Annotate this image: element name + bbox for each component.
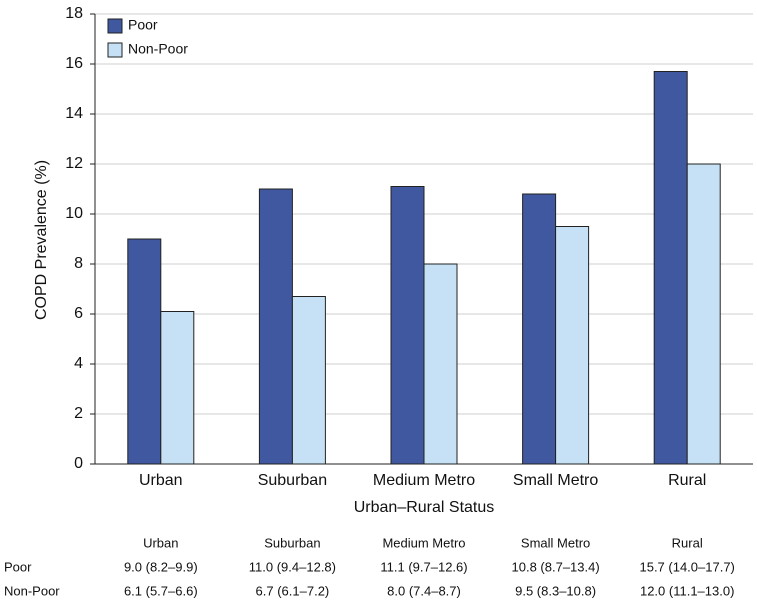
table-header: Small Metro <box>521 535 590 550</box>
y-tick-label: 18 <box>65 5 83 22</box>
table-header: Medium Metro <box>382 535 465 550</box>
legend-label: Poor <box>128 17 158 33</box>
y-tick-label: 8 <box>74 255 83 272</box>
y-tick-label: 0 <box>74 455 83 472</box>
bar <box>160 311 195 465</box>
x-tick-label: Small Metro <box>513 472 598 489</box>
y-tick-label: 10 <box>65 205 83 222</box>
legend-label: Non-Poor <box>128 41 188 57</box>
bar <box>258 188 293 465</box>
row-label: Poor <box>4 559 32 574</box>
y-tick-label: 6 <box>74 305 83 322</box>
y-tick-label: 12 <box>65 155 83 172</box>
bar <box>423 263 458 465</box>
x-tick-label: Medium Metro <box>373 472 475 489</box>
x-tick-label: Suburban <box>258 472 327 489</box>
table-header: Suburban <box>264 535 320 550</box>
bar <box>555 226 590 465</box>
table-cell: 6.7 (6.1–7.2) <box>256 583 330 598</box>
table-cell: 6.1 (5.7–6.6) <box>124 583 198 598</box>
bar <box>127 238 162 465</box>
table-cell: 8.0 (7.4–8.7) <box>387 583 461 598</box>
bar <box>653 71 688 465</box>
bar <box>686 163 721 465</box>
x-axis-title: Urban–Rural Status <box>354 499 495 516</box>
legend-swatch <box>107 42 123 58</box>
row-label: Non-Poor <box>4 583 60 598</box>
table-cell: 11.1 (9.7–12.6) <box>380 559 467 574</box>
bar <box>291 296 326 465</box>
x-tick-label: Rural <box>668 472 706 489</box>
y-tick-label: 4 <box>74 355 83 372</box>
y-axis-title: COPD Prevalence (%) <box>33 160 50 320</box>
legend-swatch <box>107 18 123 34</box>
table-cell: 11.0 (9.4–12.8) <box>249 559 336 574</box>
table-header: Rural <box>672 535 703 550</box>
y-tick-label: 14 <box>65 105 83 122</box>
table-header: Urban <box>143 535 178 550</box>
table-cell: 12.0 (11.1–13.0) <box>640 583 734 598</box>
x-tick-label: Urban <box>139 472 183 489</box>
table-cell: 9.0 (8.2–9.9) <box>124 559 198 574</box>
y-tick-label: 2 <box>74 405 83 422</box>
bar <box>390 186 425 465</box>
table-cell: 9.5 (8.3–10.8) <box>515 583 596 598</box>
y-tick-label: 16 <box>65 55 83 72</box>
bar <box>522 193 557 465</box>
table-cell: 15.7 (14.0–17.7) <box>639 559 734 574</box>
table-cell: 10.8 (8.7–13.4) <box>512 559 600 574</box>
